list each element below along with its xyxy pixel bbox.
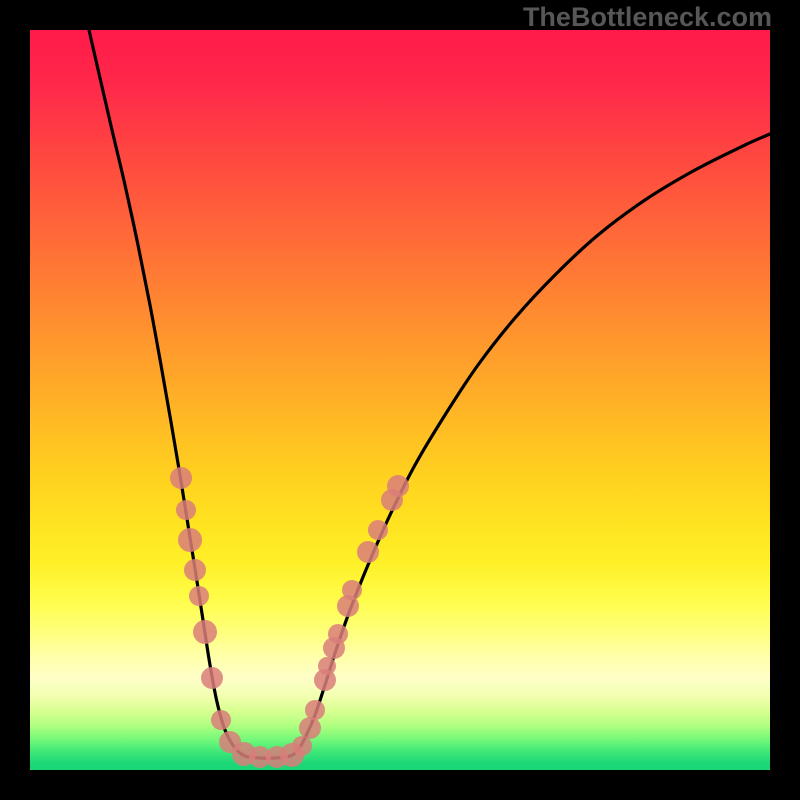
data-marker <box>328 624 348 644</box>
data-marker <box>211 710 231 730</box>
chart-container: TheBottleneck.com <box>0 0 800 800</box>
data-marker <box>178 528 202 552</box>
data-marker <box>318 657 336 675</box>
data-marker <box>170 467 192 489</box>
data-marker <box>292 736 312 756</box>
data-marker <box>176 500 196 520</box>
data-marker <box>299 717 321 739</box>
data-marker <box>201 667 223 689</box>
data-marker <box>189 586 209 606</box>
data-marker <box>305 700 325 720</box>
data-marker <box>184 559 206 581</box>
data-marker <box>193 620 217 644</box>
data-marker <box>387 475 409 497</box>
bottleneck-curve <box>89 30 770 758</box>
plot-area <box>30 30 770 770</box>
data-marker <box>368 520 388 540</box>
data-marker <box>357 541 379 563</box>
data-marker <box>342 580 362 600</box>
curve-layer <box>30 30 770 770</box>
watermark-text: TheBottleneck.com <box>523 2 772 33</box>
